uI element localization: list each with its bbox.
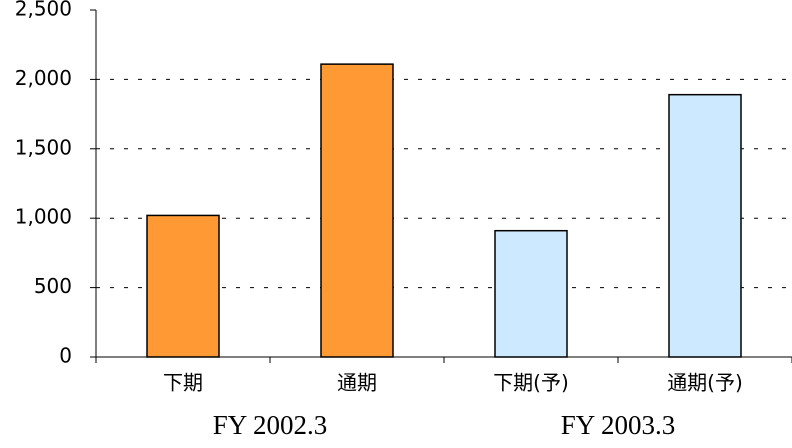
bar [320, 63, 394, 358]
y-tick-label: 2,500 [15, 0, 72, 21]
bar [494, 229, 568, 358]
x-tick-label: 通期(予) [667, 371, 743, 395]
y-tick-label: 2,000 [15, 66, 72, 90]
x-tick-label: 通期 [337, 371, 377, 395]
y-tick-label: 1,000 [15, 205, 72, 229]
y-tick-label: 500 [34, 274, 72, 298]
group-label: FY 2003.3 [561, 410, 676, 440]
y-tick-label: 1,500 [15, 135, 72, 159]
x-tick-label: 下期 [163, 371, 203, 395]
bar [668, 93, 742, 358]
group-label: FY 2002.3 [213, 410, 328, 440]
x-tick-label: 下期(予) [493, 371, 569, 395]
y-tick-label: 0 [59, 344, 72, 368]
bar [146, 214, 220, 358]
